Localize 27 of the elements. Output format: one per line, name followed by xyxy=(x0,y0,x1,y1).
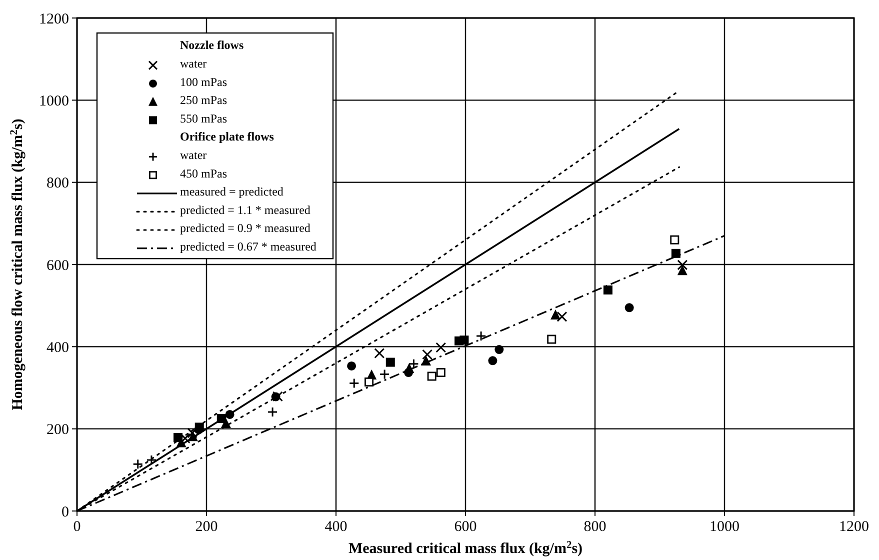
legend-label: water xyxy=(180,56,207,70)
x-axis-title: Measured critical mass flux (kg/m$^{2}$s) xyxy=(348,540,583,557)
x-tick-label: 200 xyxy=(195,519,218,535)
legend-label: predicted = 0.67 * measured xyxy=(180,240,316,254)
y-tick-label: 1200 xyxy=(39,11,69,28)
y-tick-label: 400 xyxy=(46,340,69,356)
x-tick-label: 1200 xyxy=(839,519,869,535)
legend-label: 550 mPas xyxy=(180,111,228,126)
x-tick-label: 1000 xyxy=(710,519,740,535)
legend-label: 100 mPas xyxy=(180,74,228,89)
x-tick-label: 0 xyxy=(73,519,81,535)
legend-label: 250 mPas xyxy=(180,93,228,108)
y-tick-label: 0 xyxy=(62,504,69,520)
legend-label: predicted = 0.9 * measured xyxy=(180,221,310,236)
x-tick-label: 400 xyxy=(324,519,348,535)
legend-label: 450 mPas xyxy=(180,166,228,180)
legend-label: water xyxy=(180,148,207,162)
legend-label: measured = predicted xyxy=(180,184,284,199)
y-tick-label: 1000 xyxy=(39,93,69,110)
x-tick-label: 800 xyxy=(584,519,606,535)
annotation: Orifice plate flows xyxy=(180,130,274,144)
legend-title: Nozzle flows xyxy=(180,38,244,52)
y-tick-label: 800 xyxy=(46,176,69,192)
legend-label: predicted = 1.1 * measured xyxy=(180,202,310,217)
x-tick-label: 600 xyxy=(454,519,477,535)
y-tick-label: 200 xyxy=(46,422,69,438)
y-tick-label: 600 xyxy=(46,258,69,274)
